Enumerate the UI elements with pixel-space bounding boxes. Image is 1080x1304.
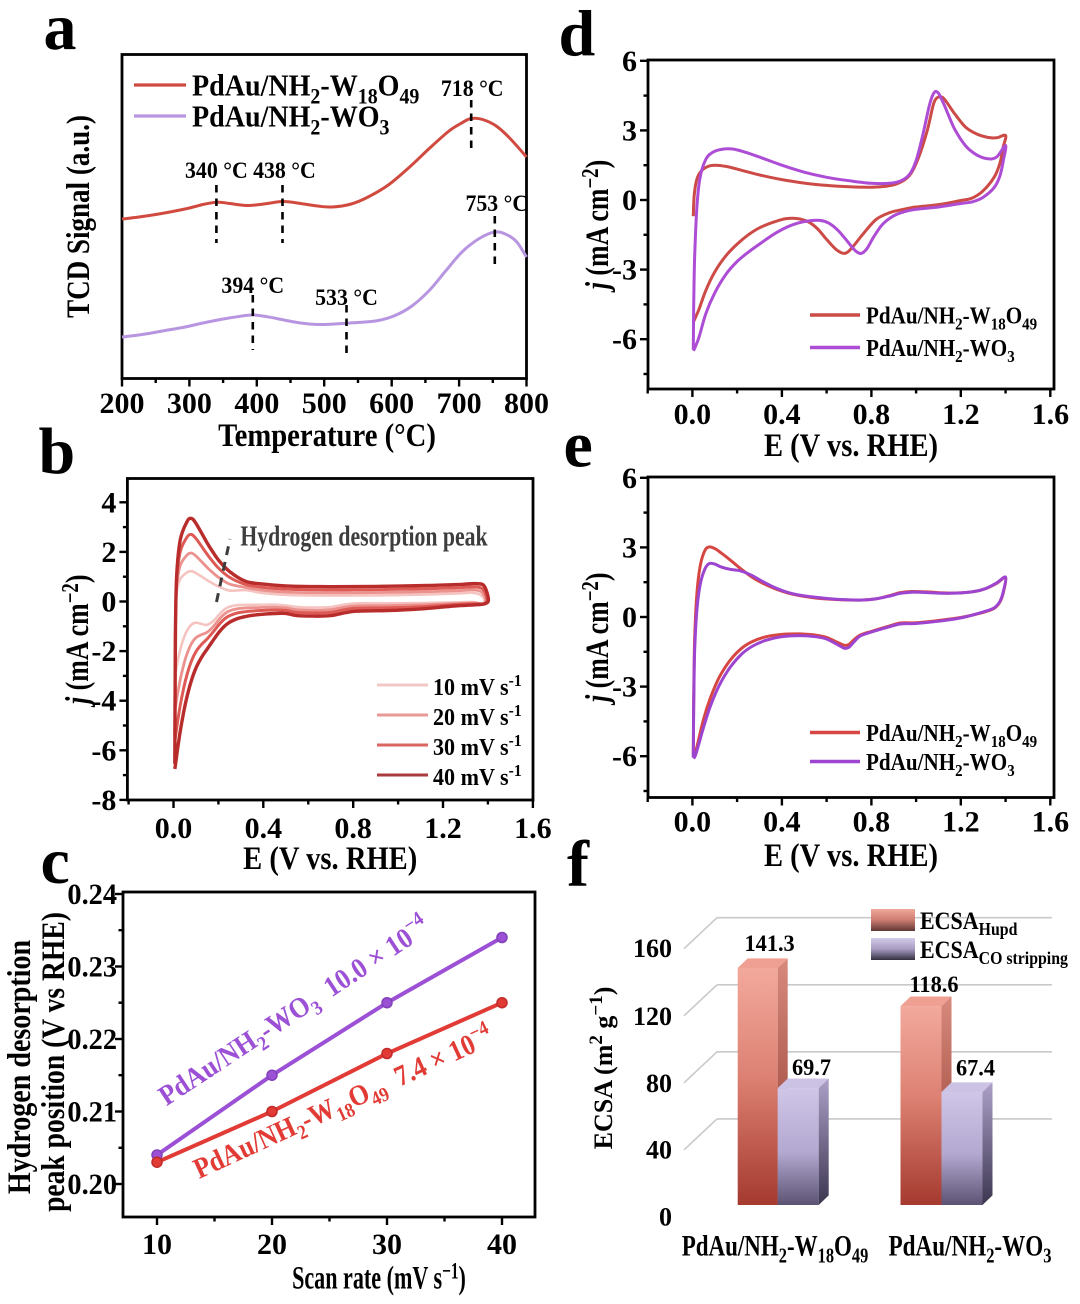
- svg-text:340 °C: 340 °C: [185, 157, 248, 183]
- svg-text:1.2: 1.2: [942, 806, 980, 839]
- svg-text:20 mV s-1: 20 mV s-1: [433, 700, 522, 730]
- svg-text:69.7: 69.7: [792, 1054, 831, 1080]
- svg-text:Scan rate (mV s−1​): Scan rate (mV s−1​): [292, 1260, 466, 1297]
- svg-text:1.6: 1.6: [514, 812, 552, 845]
- svg-text:141.3: 141.3: [744, 930, 794, 956]
- svg-text:E (V vs. RHE): E (V vs. RHE): [764, 427, 938, 463]
- svg-text:0.0: 0.0: [155, 812, 193, 845]
- svg-text:200: 200: [100, 387, 145, 420]
- svg-text:-3: -3: [612, 254, 637, 287]
- svg-text:533 °C: 533 °C: [315, 284, 378, 310]
- svg-text:Hydrogen desorption peak: Hydrogen desorption peak: [240, 519, 488, 552]
- svg-text:718 °C: 718 °C: [441, 75, 504, 101]
- svg-text:6: 6: [622, 45, 637, 78]
- svg-text:160: 160: [633, 934, 672, 963]
- svg-text:120: 120: [633, 1002, 672, 1031]
- svg-text:-6: -6: [612, 740, 637, 773]
- svg-text:E (V vs. RHE): E (V vs. RHE): [243, 840, 417, 876]
- svg-text:3: 3: [622, 531, 637, 564]
- svg-text:PdAu/NH2-W18O49​: PdAu/NH2-W18O49​: [866, 720, 1037, 751]
- svg-text:a: a: [44, 0, 77, 64]
- svg-text:-3: -3: [612, 671, 637, 704]
- svg-text:-8: -8: [91, 784, 116, 817]
- svg-text:0.4: 0.4: [245, 812, 283, 845]
- svg-text:j (mA cm−2​): j (mA cm−2​): [577, 573, 616, 706]
- svg-text:-6: -6: [91, 734, 116, 767]
- svg-text:0: 0: [622, 601, 637, 634]
- svg-text:-2: -2: [91, 635, 116, 668]
- svg-text:d: d: [559, 0, 596, 71]
- svg-text:0.8: 0.8: [334, 812, 372, 845]
- svg-text:PdAu/NH2-W18O49​: PdAu/NH2-W18O49​: [682, 1229, 869, 1268]
- svg-text:0.8: 0.8: [853, 398, 891, 431]
- svg-text:0.4: 0.4: [763, 398, 801, 431]
- svg-text:800: 800: [504, 387, 549, 420]
- svg-text:700: 700: [437, 387, 482, 420]
- svg-text:1.2: 1.2: [942, 398, 980, 431]
- svg-text:peak position (V vs RHE): peak position (V vs RHE): [35, 912, 72, 1212]
- svg-text:e: e: [564, 409, 593, 482]
- svg-text:0: 0: [101, 586, 116, 619]
- svg-text:753 °C: 753 °C: [465, 190, 528, 216]
- svg-text:0.20: 0.20: [67, 1168, 117, 1201]
- svg-text:1.2: 1.2: [424, 812, 462, 845]
- svg-text:j (mA cm−2​): j (mA cm−2​): [577, 160, 616, 293]
- svg-text:3: 3: [622, 114, 637, 147]
- svg-text:0.24: 0.24: [67, 878, 117, 911]
- svg-text:TCD Signal (a.u.): TCD Signal (a.u.): [59, 115, 96, 318]
- svg-text:1.6: 1.6: [1032, 398, 1070, 431]
- svg-text:40 mV s-1: 40 mV s-1: [433, 760, 522, 790]
- svg-text:30: 30: [372, 1228, 402, 1261]
- svg-text:0.22: 0.22: [67, 1023, 117, 1056]
- svg-text:b: b: [39, 415, 76, 488]
- svg-text:400: 400: [234, 387, 279, 420]
- svg-text:PdAu/NH2-WO3​: PdAu/NH2-WO3​: [888, 1229, 1051, 1268]
- svg-text:67.4: 67.4: [956, 1055, 996, 1081]
- svg-text:PdAu/NH2-W18O49​: PdAu/NH2-W18O49​: [192, 69, 419, 108]
- svg-text:6: 6: [622, 462, 637, 495]
- svg-text:20: 20: [257, 1228, 287, 1261]
- svg-text:4: 4: [101, 486, 116, 519]
- svg-text:30 mV s-1: 30 mV s-1: [433, 730, 522, 760]
- svg-text:ECSAHupd: ECSAHupd: [920, 908, 1018, 939]
- svg-text:0: 0: [622, 184, 637, 217]
- svg-text:ECSACO stripping: ECSACO stripping: [920, 937, 1068, 968]
- svg-text:Hydrogen desorption: Hydrogen desorption: [1, 940, 38, 1194]
- svg-text:c: c: [41, 825, 70, 898]
- svg-text:f: f: [567, 828, 590, 901]
- svg-text:0.8: 0.8: [853, 806, 891, 839]
- svg-text:-6: -6: [612, 323, 637, 356]
- svg-text:10: 10: [142, 1228, 172, 1261]
- svg-text:40: 40: [646, 1136, 672, 1165]
- svg-text:PdAu/NH2-W18O49​: PdAu/NH2-W18O49​: [866, 302, 1037, 333]
- svg-text:0.21: 0.21: [67, 1096, 117, 1129]
- svg-text:0.4: 0.4: [763, 806, 801, 839]
- svg-text:PdAu/NH2-WO3​: PdAu/NH2-WO3​: [192, 100, 390, 139]
- svg-text:500: 500: [302, 387, 347, 420]
- svg-text:j (mA cm−2​): j (mA cm−2​): [57, 575, 96, 708]
- svg-text:80: 80: [646, 1069, 672, 1098]
- svg-text:ECSA (m2 g−1​): ECSA (m2 g−1​): [586, 987, 618, 1150]
- svg-text:PdAu/NH2-WO3​: PdAu/NH2-WO3​: [866, 335, 1015, 366]
- svg-text:600: 600: [369, 387, 414, 420]
- svg-text:PdAu/NH2-WO3​: PdAu/NH2-WO3​: [866, 749, 1015, 780]
- svg-text:2: 2: [101, 536, 116, 569]
- svg-text:394 °C: 394 °C: [221, 272, 284, 298]
- svg-text:0.23: 0.23: [67, 951, 117, 984]
- svg-text:10 mV s-1: 10 mV s-1: [433, 670, 522, 700]
- svg-text:0: 0: [659, 1203, 672, 1232]
- svg-text:E (V vs. RHE): E (V vs. RHE): [764, 837, 938, 873]
- svg-text:Temperature (°C): Temperature (°C): [218, 416, 436, 453]
- svg-text:118.6: 118.6: [910, 971, 959, 997]
- svg-text:1.6: 1.6: [1032, 806, 1070, 839]
- svg-text:40: 40: [487, 1228, 517, 1261]
- svg-text:300: 300: [167, 387, 212, 420]
- svg-text:0.0: 0.0: [674, 806, 712, 839]
- svg-text:438 °C: 438 °C: [253, 157, 316, 183]
- svg-text:0.0: 0.0: [674, 398, 712, 431]
- svg-text:-4: -4: [91, 685, 116, 718]
